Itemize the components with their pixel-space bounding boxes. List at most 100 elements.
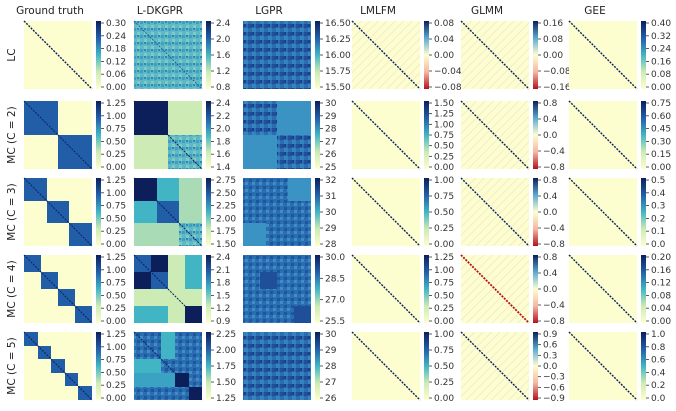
column-title: Ground truth <box>16 5 84 17</box>
colorbar-tick-label: 27.0 <box>325 296 345 306</box>
colorbar-tick-label: 0.50 <box>106 137 126 147</box>
colorbar-tick-label: −0.8 <box>543 240 565 250</box>
colorbar-tick-label: 2.75 <box>216 176 236 186</box>
colorbar-tick-label: 1.5 <box>216 291 230 301</box>
colorbar-tick-label: 0.8 <box>651 343 666 353</box>
colorbar-tick-label: 30.0 <box>325 253 345 263</box>
heatmap-block <box>24 255 41 272</box>
heatmap-diagonal <box>460 20 530 90</box>
colorbar <box>533 21 538 89</box>
heatmap-block <box>134 223 179 246</box>
colorbar <box>206 255 211 323</box>
colorbar-tick-label: 1.25 <box>106 99 126 109</box>
colorbar-tick-label: 15.50 <box>325 83 351 93</box>
colorbar-tick-label: 26 <box>325 394 337 404</box>
colorbar-tick-label: 0.1 <box>651 227 665 237</box>
colorbar-tick-label: 30 <box>325 208 337 218</box>
colorbar-tick-label: 16.25 <box>325 35 351 45</box>
colorbar-tick-label: 0.18 <box>106 45 126 55</box>
colorbar-tick-label: 0.4 <box>543 115 558 125</box>
colorbar-tick-label: 0.04 <box>651 304 671 314</box>
colorbar-tick-label: 0.0 <box>651 240 666 250</box>
colorbar-tick-label: 0.24 <box>106 32 126 42</box>
colorbar-tick-label: 1.50 <box>216 240 236 250</box>
colorbar-tick-label: 0.75 <box>434 192 454 202</box>
colorbar-tick-label: 0.4 <box>543 192 558 202</box>
heatmap-cell: 0.5 0.4 0.3 0.2 0.1 0.0 <box>568 176 666 250</box>
colorbar-tick-label: 0.25 <box>434 304 454 314</box>
colorbar-tick-label: 0.12 <box>651 279 671 289</box>
column-title: L-DKGPR <box>137 5 183 17</box>
colorbar-tick-label: 0.25 <box>434 378 454 388</box>
colorbar-tick-label: 1.75 <box>216 227 236 237</box>
colorbar-tick-label: 25 <box>325 163 336 173</box>
colorbar-tick-label: 1.00 <box>106 189 126 199</box>
colorbar-tick-label: 2.00 <box>216 214 236 224</box>
heatmap-cell: 0.40 0.32 0.24 0.16 0.08 0.00 <box>568 19 671 93</box>
heatmap-cell: 1.25 1.00 0.75 0.50 0.25 0.00 <box>23 99 126 173</box>
colorbar-tick-label: 1.6 <box>216 150 231 160</box>
colorbar-tick-label: 0.00 <box>651 317 671 327</box>
colorbar-tick-label: 0.32 <box>651 32 671 42</box>
colorbar-tick-label: 0.45 <box>651 125 671 135</box>
colorbar-tick-label: 0.24 <box>651 45 671 55</box>
colorbar-tick-label: 0.00 <box>651 83 671 93</box>
heatmap-cell: 0.16 0.08 0.00 −0.08 −0.16 <box>460 19 571 93</box>
colorbar-tick-label: 1.75 <box>216 362 236 372</box>
colorbar <box>641 255 646 323</box>
heatmap-cell: 30.0 28.5 27.0 25.5 <box>243 253 345 327</box>
colorbar <box>424 178 429 246</box>
colorbar-tick-label: −0.9 <box>543 394 565 404</box>
heatmap-diagonal <box>23 20 93 90</box>
colorbar-tick-label: 0.0 <box>543 208 558 218</box>
colorbar-tick-label: 1.00 <box>434 266 454 276</box>
colorbar-tick-label: 0.50 <box>434 291 454 301</box>
heatmap-cell: 1.25 1.00 0.75 0.50 0.25 0.00 <box>23 176 126 250</box>
colorbar-tick-label: 27 <box>325 378 336 388</box>
colorbar <box>533 178 538 246</box>
colorbar <box>315 332 320 400</box>
colorbar-tick-label: 28 <box>325 240 337 250</box>
colorbar-tick-label: 1.0 <box>651 330 666 340</box>
colorbar-tick-label: 0.50 <box>106 214 126 224</box>
colorbar-tick-label: 0.00 <box>106 83 126 93</box>
colorbar-tick-label: 0.08 <box>651 70 671 80</box>
colorbar-tick-label: 0.25 <box>106 150 126 160</box>
heatmap-diagonal <box>460 254 530 324</box>
colorbar-tick-label: 0.0 <box>543 285 558 295</box>
colorbar <box>315 178 320 246</box>
colorbar-tick-label: −0.4 <box>543 224 565 234</box>
colorbar-tick-label: 0.75 <box>106 125 126 135</box>
heatmap-cell: 0.8 0.4 0.0 −0.4 −0.8 <box>460 99 565 173</box>
colorbar-tick-label: 0.75 <box>106 356 126 366</box>
colorbar-tick-label: 0.50 <box>106 291 126 301</box>
colorbar-tick-label: 0.00 <box>651 163 671 173</box>
colorbar-tick-label: 0.15 <box>651 150 671 160</box>
row-label: MC (C = 2) <box>6 106 18 163</box>
colorbar-tick-label: 1.00 <box>434 120 454 130</box>
heatmap-background <box>243 332 311 400</box>
colorbar-tick-label: 1.00 <box>434 176 454 186</box>
heatmap-cell: 32 31 30 29 28 <box>243 176 337 250</box>
colorbar-tick-label: −0.3 <box>543 373 565 383</box>
heatmap-cell: 30 29 28 27 26 <box>243 330 337 404</box>
colorbar-tick-label: −0.8 <box>543 317 565 327</box>
colorbar-tick-label: 2.25 <box>216 330 236 340</box>
colorbar <box>206 101 211 169</box>
heatmap-cell: 2.25 2.00 1.75 1.50 1.25 <box>133 330 236 404</box>
heatmap-diagonal <box>460 177 530 247</box>
heatmap-cell: 30 29 28 27 26 25 <box>243 99 337 173</box>
heatmap-diagonal <box>23 254 93 324</box>
colorbar-tick-label: 0.0 <box>651 394 666 404</box>
colorbar-tick-label: 29 <box>325 224 337 234</box>
heatmap-block <box>243 223 266 246</box>
colorbar-tick-label: 2.4 <box>216 99 231 109</box>
heatmap-cell: 1.501.251.000.750.500.250.00 <box>351 99 454 173</box>
colorbar-tick-label: 0.4 <box>651 368 666 378</box>
heatmap-diagonal <box>23 100 93 170</box>
heatmap-cell: 0.8 0.4 0.0 −0.4 −0.8 <box>460 253 565 327</box>
heatmap-block <box>294 306 311 323</box>
colorbar-tick-label: 0.16 <box>543 19 563 29</box>
colorbar-tick-label: 0.00 <box>434 317 454 327</box>
row-label: MC (C = 3) <box>6 183 18 240</box>
